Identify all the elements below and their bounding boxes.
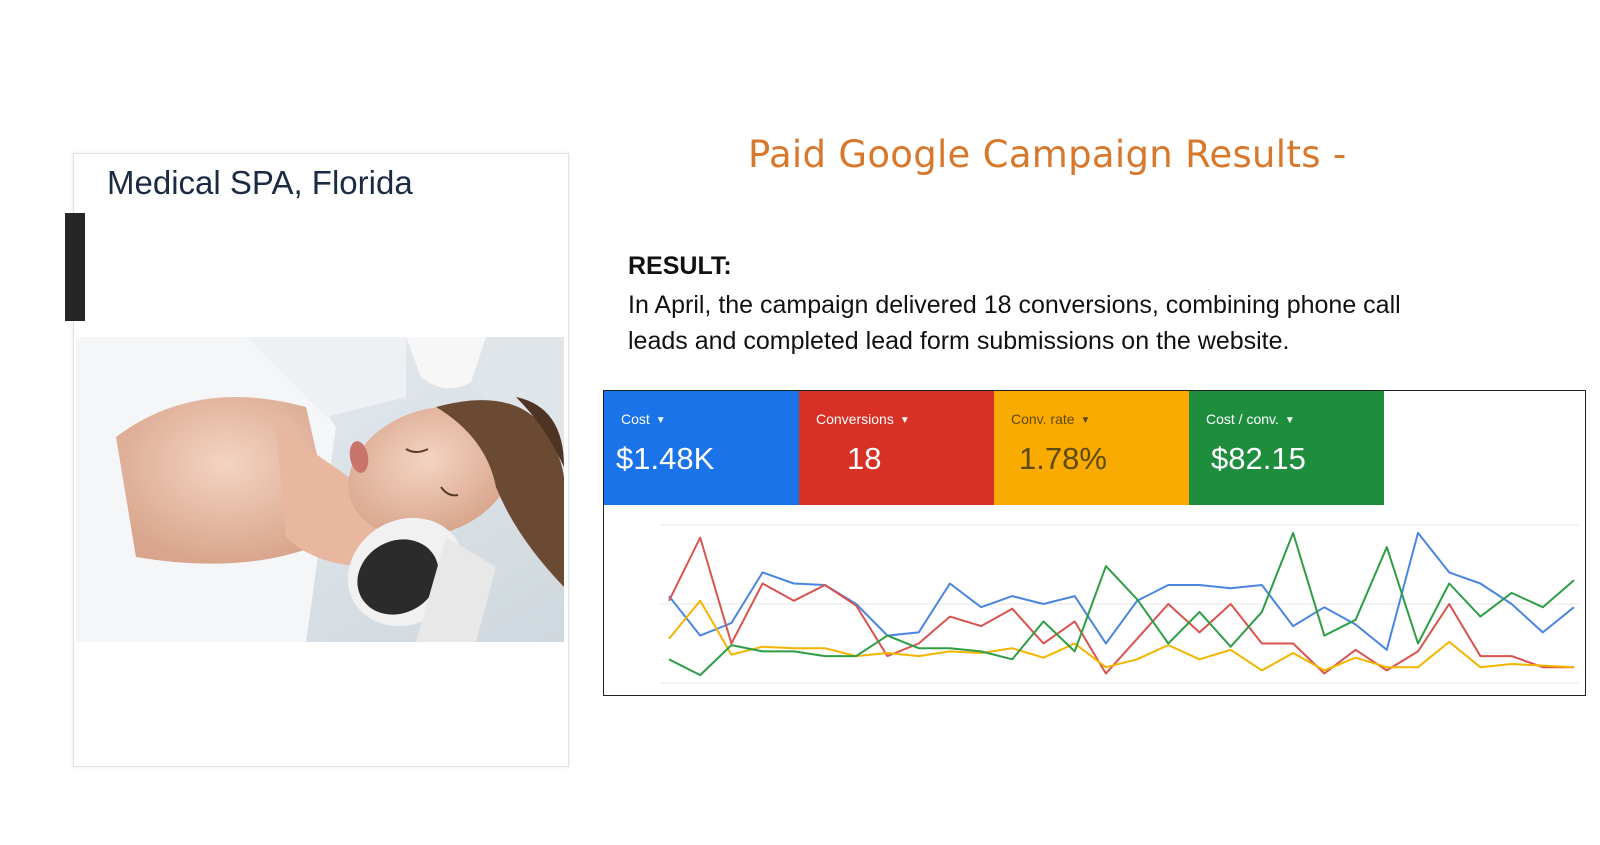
- series-line-2: [668, 599, 1575, 672]
- metric-label: Cost ▼: [621, 411, 666, 427]
- metric-value: $82.15: [1211, 441, 1306, 476]
- spa-treatment-photo: [76, 337, 564, 642]
- page-heading: Paid Google Campaign Results -: [748, 133, 1347, 176]
- metric-cost[interactable]: Cost ▼ $1.48K: [604, 391, 799, 505]
- result-label: RESULT:: [628, 252, 732, 280]
- series-line-0: [668, 531, 1575, 651]
- performance-line-chart: [659, 524, 1579, 684]
- caret-down-icon: ▼: [655, 415, 666, 426]
- metric-value: 18: [847, 441, 882, 476]
- accent-bar: [65, 213, 85, 321]
- metric-conversions[interactable]: Conversions ▼ 18: [799, 391, 994, 505]
- metric-label: Conversions ▼: [816, 411, 910, 427]
- metric-label: Conv. rate ▼: [1011, 411, 1091, 427]
- caret-down-icon: ▼: [1080, 415, 1091, 426]
- metric-value: 1.78%: [1019, 441, 1107, 476]
- series-line-1: [668, 536, 1574, 675]
- metric-conv-rate[interactable]: Conv. rate ▼ 1.78%: [994, 391, 1189, 505]
- metric-label: Cost / conv. ▼: [1206, 411, 1295, 427]
- caret-down-icon: ▼: [899, 415, 910, 426]
- card-title: Medical SPA, Florida: [107, 164, 413, 201]
- caret-down-icon: ▼: [1284, 415, 1295, 426]
- series-line-3: [668, 531, 1575, 677]
- metric-cost-per-conv[interactable]: Cost / conv. ▼ $82.15: [1189, 391, 1384, 505]
- result-text: In April, the campaign delivered 18 conv…: [628, 291, 1401, 355]
- ads-dashboard: Cost ▼ $1.48K Conversions ▼ 18 Conv. rate ▼…: [603, 390, 1586, 696]
- metric-value: $1.48K: [616, 441, 715, 476]
